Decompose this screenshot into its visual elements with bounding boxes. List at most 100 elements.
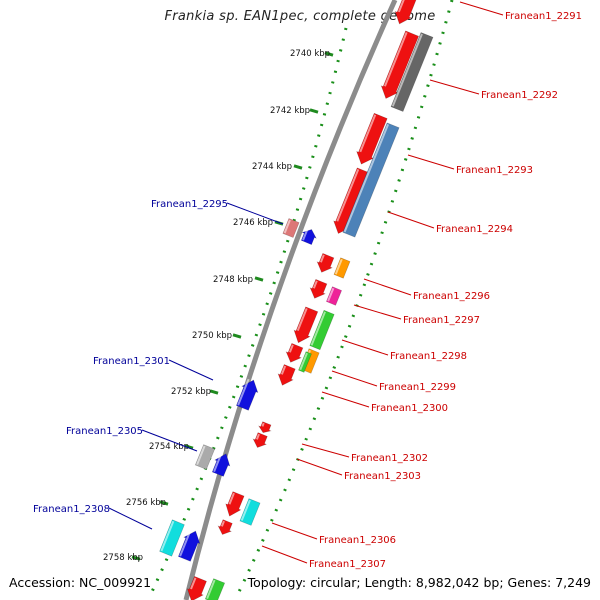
cds-2299-highlight bbox=[288, 344, 294, 353]
gene-label-text: Franean1_2302 bbox=[351, 453, 428, 464]
gene-label-text: Franean1_2303 bbox=[344, 471, 421, 482]
cds-bottom-body bbox=[186, 576, 207, 600]
ruler-tick bbox=[232, 333, 242, 339]
cds-2293-body bbox=[356, 112, 388, 165]
gene-label-text: Franean1_2306 bbox=[319, 535, 396, 546]
cds-2299-body bbox=[285, 343, 304, 363]
cds-2305-highlight bbox=[213, 452, 223, 472]
orf-2306-highlight bbox=[240, 499, 251, 521]
cds-2297-highlight bbox=[312, 280, 318, 289]
gene-label-text: Franean1_2301 bbox=[93, 356, 170, 367]
gene-label-text: Franean1_2305 bbox=[66, 426, 143, 437]
cds-2300-highlight bbox=[280, 365, 287, 375]
orf-2305-highlight bbox=[196, 445, 206, 465]
topology-label: Topology: circular; Length: 8,982,042 bp… bbox=[247, 575, 591, 590]
leader-line bbox=[341, 339, 389, 356]
gene-label-text: Franean1_2295 bbox=[151, 199, 228, 210]
cds-2291-highlight bbox=[397, 0, 405, 13]
orf-2308 bbox=[159, 519, 185, 557]
orf-2296-body bbox=[333, 257, 351, 279]
ruler-tick bbox=[159, 500, 169, 506]
orf-2296 bbox=[333, 257, 351, 279]
gene-label-text: Franean1_2298 bbox=[390, 351, 467, 362]
cds-2307 bbox=[217, 519, 233, 535]
cds-2306-body bbox=[225, 491, 245, 517]
gene-label-text: Franean1_2291 bbox=[505, 11, 582, 22]
ruler-tick-label: 2756 kbp bbox=[126, 498, 166, 508]
ruler-tick-label: 2752 kbp bbox=[171, 387, 211, 397]
gene-label-forward: Franean1_2303 bbox=[296, 458, 421, 482]
cds-2298 bbox=[293, 306, 319, 344]
gene-label-text: Franean1_2299 bbox=[379, 382, 456, 393]
leader-line bbox=[429, 79, 480, 95]
cds-2295 bbox=[300, 228, 317, 245]
cds-2291-body bbox=[394, 0, 417, 25]
accession-label: Accession: NC_009921 bbox=[9, 575, 152, 590]
cds-2303-highlight bbox=[255, 433, 260, 440]
cds-2301 bbox=[236, 378, 259, 411]
cds-2297 bbox=[309, 279, 328, 299]
orf-2297-body bbox=[326, 286, 342, 306]
cds-2302-body bbox=[257, 421, 272, 433]
genome-backbone bbox=[183, 0, 398, 600]
ruler-tick bbox=[309, 108, 319, 114]
gene-features bbox=[159, 0, 434, 600]
orf-2292-highlight bbox=[391, 33, 423, 107]
cds-2303-body bbox=[252, 432, 268, 448]
cds-2308-highlight bbox=[179, 529, 192, 557]
gene-label-reverse: Franean1_2295 bbox=[151, 199, 284, 225]
ruler-tick-label: 2750 kbp bbox=[192, 331, 232, 341]
orf-2294-body bbox=[342, 122, 400, 238]
gene-label-forward: Franean1_2294 bbox=[387, 211, 513, 235]
ruler-tick-label: 2744 kbp bbox=[252, 162, 292, 172]
gene-label-forward: Franean1_2299 bbox=[331, 370, 456, 393]
leader-line bbox=[108, 507, 153, 530]
cds-2291 bbox=[394, 0, 417, 25]
orf-2298 bbox=[309, 309, 335, 351]
gene-label-text: Franean1_2293 bbox=[456, 165, 533, 176]
orf-2305-body bbox=[194, 444, 216, 470]
orf-2306-body bbox=[239, 498, 261, 526]
orf-2299-green-highlight bbox=[299, 352, 308, 371]
cds-2298-highlight bbox=[296, 307, 308, 331]
gene-label-text: Franean1_2297 bbox=[403, 315, 480, 326]
gene-label-forward: Franean1_2291 bbox=[459, 1, 582, 22]
leader-line bbox=[363, 278, 412, 296]
gene-label-forward: Franean1_2296 bbox=[363, 278, 490, 302]
leader-line bbox=[296, 458, 343, 476]
cds-2299 bbox=[285, 343, 304, 363]
cds-2298-body bbox=[293, 306, 319, 344]
leader-line bbox=[321, 391, 370, 408]
ruler-tick bbox=[254, 276, 264, 282]
cds-2296 bbox=[316, 253, 335, 273]
leader-line bbox=[168, 359, 214, 381]
leader-line bbox=[387, 211, 435, 229]
orf-2297 bbox=[326, 286, 342, 306]
cds-2308 bbox=[178, 529, 201, 562]
gene-label-forward: Franean1_2306 bbox=[271, 522, 396, 546]
cds-2300 bbox=[277, 364, 296, 386]
gene-label-reverse: Franean1_2301 bbox=[93, 356, 214, 381]
cds-2307-highlight bbox=[220, 520, 225, 527]
gene-label-text: Franean1_2308 bbox=[33, 504, 110, 515]
cds-2300-body bbox=[277, 364, 296, 386]
orf-2295-highlight bbox=[283, 219, 291, 234]
leader-line bbox=[141, 429, 198, 452]
gene-label-forward: Franean1_2293 bbox=[407, 154, 533, 176]
ruler-tick-label: 2746 kbp bbox=[233, 218, 273, 228]
cds-2306 bbox=[225, 491, 245, 517]
cds-2307-body bbox=[217, 519, 233, 535]
ruler-tick bbox=[131, 555, 141, 561]
orf-2308-highlight bbox=[160, 520, 175, 552]
cds-2302-highlight bbox=[261, 422, 265, 427]
leader-line bbox=[261, 545, 308, 564]
cds-2308-body bbox=[178, 530, 201, 562]
gene-label-forward: Franean1_2307 bbox=[261, 545, 386, 570]
orf-bottom-body bbox=[204, 578, 226, 600]
gene-label-forward: Franean1_2300 bbox=[321, 391, 448, 414]
cds-bottom-highlight bbox=[190, 577, 197, 590]
ruler-tick-label: 2758 kbp bbox=[103, 553, 143, 563]
leader-line bbox=[331, 370, 378, 387]
